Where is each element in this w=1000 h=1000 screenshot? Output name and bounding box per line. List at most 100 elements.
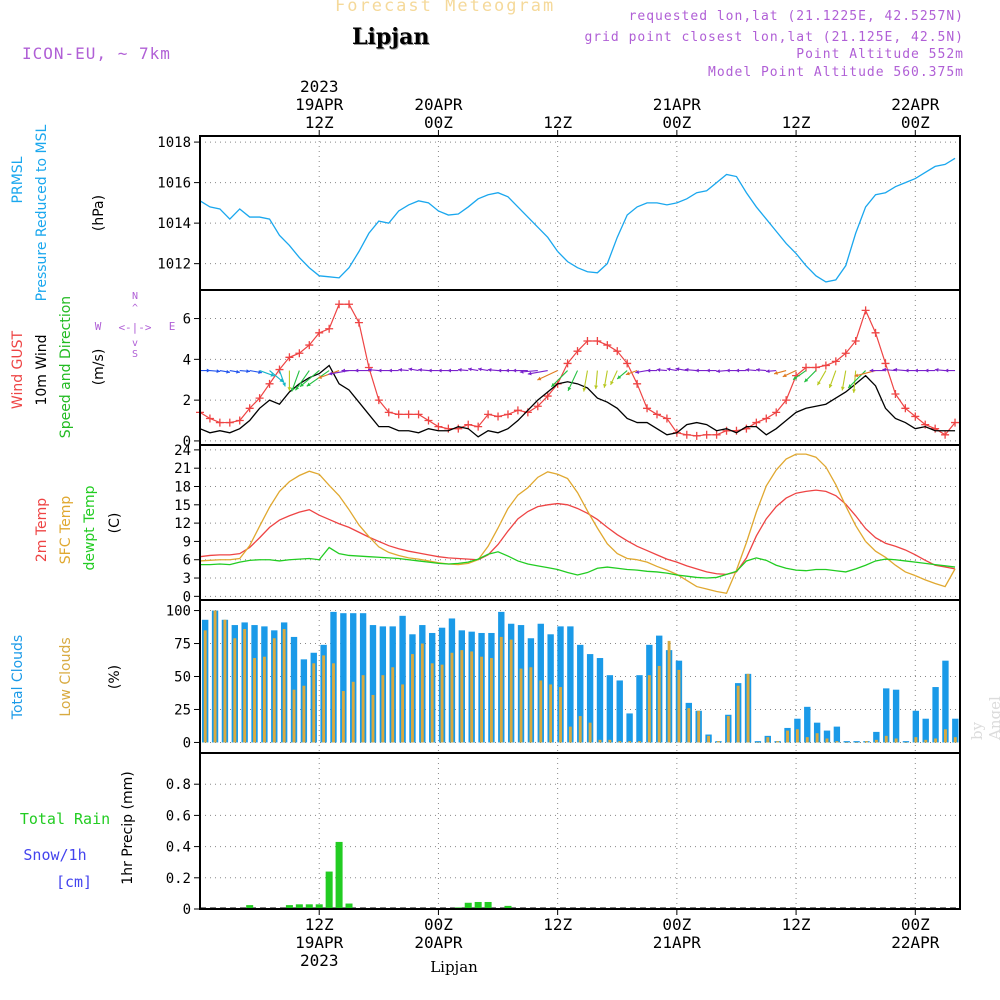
total-cloud-bar [902, 741, 910, 743]
total-cloud-bar [843, 741, 850, 743]
gust-marker [563, 359, 572, 368]
time-label-bottom: 12Z [782, 915, 811, 934]
low-cloud-bar [628, 741, 632, 743]
wind-direction-arrow [512, 368, 528, 373]
low-cloud-bar [401, 684, 405, 743]
y-tick-label: 0.2 [166, 871, 191, 887]
total-cloud-bar [892, 689, 900, 743]
low-cloud-bar [430, 663, 434, 743]
low-cloud-bar [598, 739, 602, 743]
wind-direction-arrow [840, 370, 847, 391]
wind-direction-arrow [882, 367, 896, 372]
rain-bar [325, 871, 333, 909]
gust-marker [931, 424, 940, 433]
wind-direction-arrow [603, 370, 608, 388]
model-label: ICON-EU, ~ 7km [22, 44, 171, 63]
wind-direction-arrow [328, 370, 350, 376]
time-label-bottom: 2023 [300, 951, 339, 970]
low-cloud-bar [845, 742, 849, 743]
gust-marker [345, 300, 354, 309]
wind-direction-arrow [519, 369, 538, 374]
y-tick-label: 15 [174, 498, 191, 514]
gust-marker [573, 347, 582, 356]
time-label-bottom: 22APR [891, 933, 940, 952]
gust-marker [285, 353, 294, 362]
low-cloud-bar [223, 619, 227, 743]
total-cloud-bar [586, 654, 594, 743]
wind-direction-arrow [773, 370, 787, 375]
low-cloud-bar [736, 685, 740, 743]
low-cloud-bar [914, 737, 918, 743]
y-tick-label: 25 [174, 702, 191, 718]
low-cloud-bar [233, 638, 237, 743]
rain-bar [464, 902, 472, 909]
low-cloud-bar [657, 665, 661, 743]
total-cloud-bar [823, 730, 831, 743]
gust-marker [414, 410, 423, 419]
compass-east-label: E [169, 320, 176, 333]
total-cloud-bar [952, 718, 959, 743]
wind-direction-arrow [306, 370, 330, 387]
y-tick-label: 1016 [157, 176, 191, 192]
low-cloud-bar [341, 691, 345, 743]
panel-ylabel: (m/s) [91, 349, 107, 386]
low-cloud-bar [786, 730, 789, 743]
total-cloud-bar [853, 741, 860, 743]
gust-marker [841, 349, 850, 358]
low-cloud-bar [578, 716, 582, 743]
panel-ylabel: (C) [107, 513, 123, 534]
gust-marker [404, 410, 413, 419]
time-label-top: 12Z [305, 113, 334, 132]
gust-marker [643, 404, 652, 413]
gust-marker [881, 359, 890, 368]
low-cloud-bar [677, 669, 681, 743]
gust-marker [712, 430, 721, 439]
low-cloud-bar [411, 654, 414, 743]
wind-direction-arrow [317, 370, 340, 379]
wind-direction-arrow [239, 369, 251, 374]
compass-south-arrow: v [132, 338, 138, 349]
gust-marker [255, 394, 264, 403]
low-cloud-bar [904, 742, 908, 743]
low-cloud-bar [302, 685, 306, 743]
y-tick-label: 0 [183, 735, 191, 751]
total-cloud-bar [922, 718, 929, 743]
temp-sfc-line [199, 453, 956, 595]
panel-frame [199, 135, 961, 291]
gust-marker [603, 341, 612, 350]
gust-marker [315, 328, 324, 337]
wind-direction-arrow [299, 370, 320, 388]
low-cloud-bar [549, 684, 553, 743]
wind-direction-arrow [428, 368, 439, 373]
wind-direction-arrow [269, 370, 284, 383]
wind-direction-arrow [259, 370, 275, 377]
total-cloud-bar [616, 680, 623, 743]
low-cloud-bar [707, 735, 710, 743]
low-cloud-bar [766, 737, 770, 743]
gust-marker [354, 318, 363, 327]
time-label-top: 00Z [424, 113, 453, 132]
gust-marker [901, 404, 910, 413]
wind-direction-arrow [706, 368, 717, 373]
total-cloud-bar [350, 613, 357, 743]
gust-marker [652, 410, 661, 419]
gust-marker [533, 402, 542, 411]
requested-coords: requested lon,lat (21.1225E, 42.5257N) [628, 9, 964, 24]
gust-marker [951, 418, 960, 427]
low-cloud-bar [756, 742, 760, 743]
gust-marker [861, 306, 870, 315]
total-cloud-bar [399, 615, 406, 743]
low-cloud-bar [697, 710, 701, 743]
low-cloud-bar [243, 629, 247, 743]
meteogram-title: Forecast Meteogram [335, 0, 556, 16]
panel-ylabel: SFC Temp [58, 496, 74, 565]
wind-direction-arrow [291, 370, 300, 392]
gust-marker [245, 404, 254, 413]
gust-marker [613, 347, 622, 356]
wind-direction-arrow [656, 368, 667, 372]
gust-marker [623, 359, 632, 368]
gust-marker [782, 396, 791, 405]
low-cloud-bar [420, 643, 424, 743]
gust-marker [295, 349, 304, 358]
wind-direction-arrow [447, 368, 459, 373]
